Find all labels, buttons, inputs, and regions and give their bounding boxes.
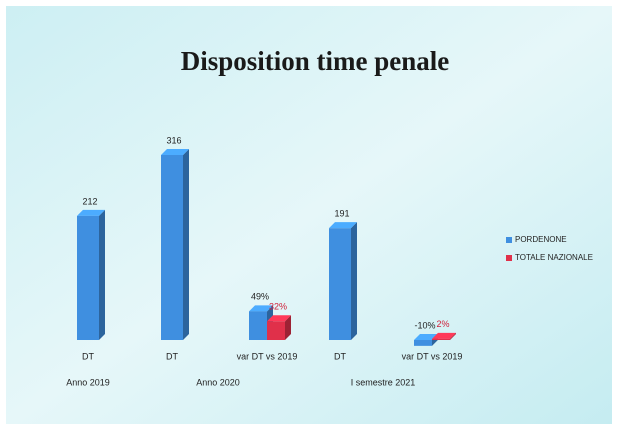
bar xyxy=(267,321,285,340)
x-tick-label: DT xyxy=(166,351,178,361)
x-tick-label: DT xyxy=(334,351,346,361)
group-label: I semestre 2021 xyxy=(351,377,416,387)
bar-side xyxy=(99,209,105,340)
data-label: 191 xyxy=(334,209,349,219)
data-label: 212 xyxy=(82,196,97,206)
bar xyxy=(77,215,99,340)
group-label: Anno 2020 xyxy=(196,377,240,387)
bar-top xyxy=(329,222,357,229)
bar-top xyxy=(432,332,456,339)
legend-swatch xyxy=(506,237,512,243)
data-label: 49% xyxy=(251,292,269,302)
bar xyxy=(249,311,267,340)
bar xyxy=(414,340,432,346)
data-label: -10% xyxy=(414,320,435,330)
bar-side xyxy=(183,149,189,340)
chart-title: Disposition time penale xyxy=(181,46,450,76)
bar xyxy=(329,228,351,340)
slide-background xyxy=(6,6,612,424)
data-label: 316 xyxy=(166,135,181,145)
legend-label: PORDENONE xyxy=(515,235,567,244)
legend-swatch xyxy=(506,255,512,261)
bar-side xyxy=(450,332,456,340)
x-tick-label: var DT vs 2019 xyxy=(237,351,298,361)
bar-top xyxy=(161,149,189,155)
group-label: Anno 2019 xyxy=(66,377,110,387)
bar-side xyxy=(285,315,291,340)
bar xyxy=(161,155,183,340)
data-label: 2% xyxy=(436,319,449,329)
bar-top xyxy=(249,305,273,312)
data-label: 32% xyxy=(269,302,287,312)
bar xyxy=(432,338,450,340)
bar-side xyxy=(351,222,357,340)
x-tick-label: var DT vs 2019 xyxy=(402,351,463,361)
bar-top xyxy=(267,315,291,322)
bar-top xyxy=(414,334,438,340)
legend-label: TOTALE NAZIONALE xyxy=(515,253,593,262)
x-tick-label: DT xyxy=(82,351,94,361)
bar-top xyxy=(77,209,105,216)
